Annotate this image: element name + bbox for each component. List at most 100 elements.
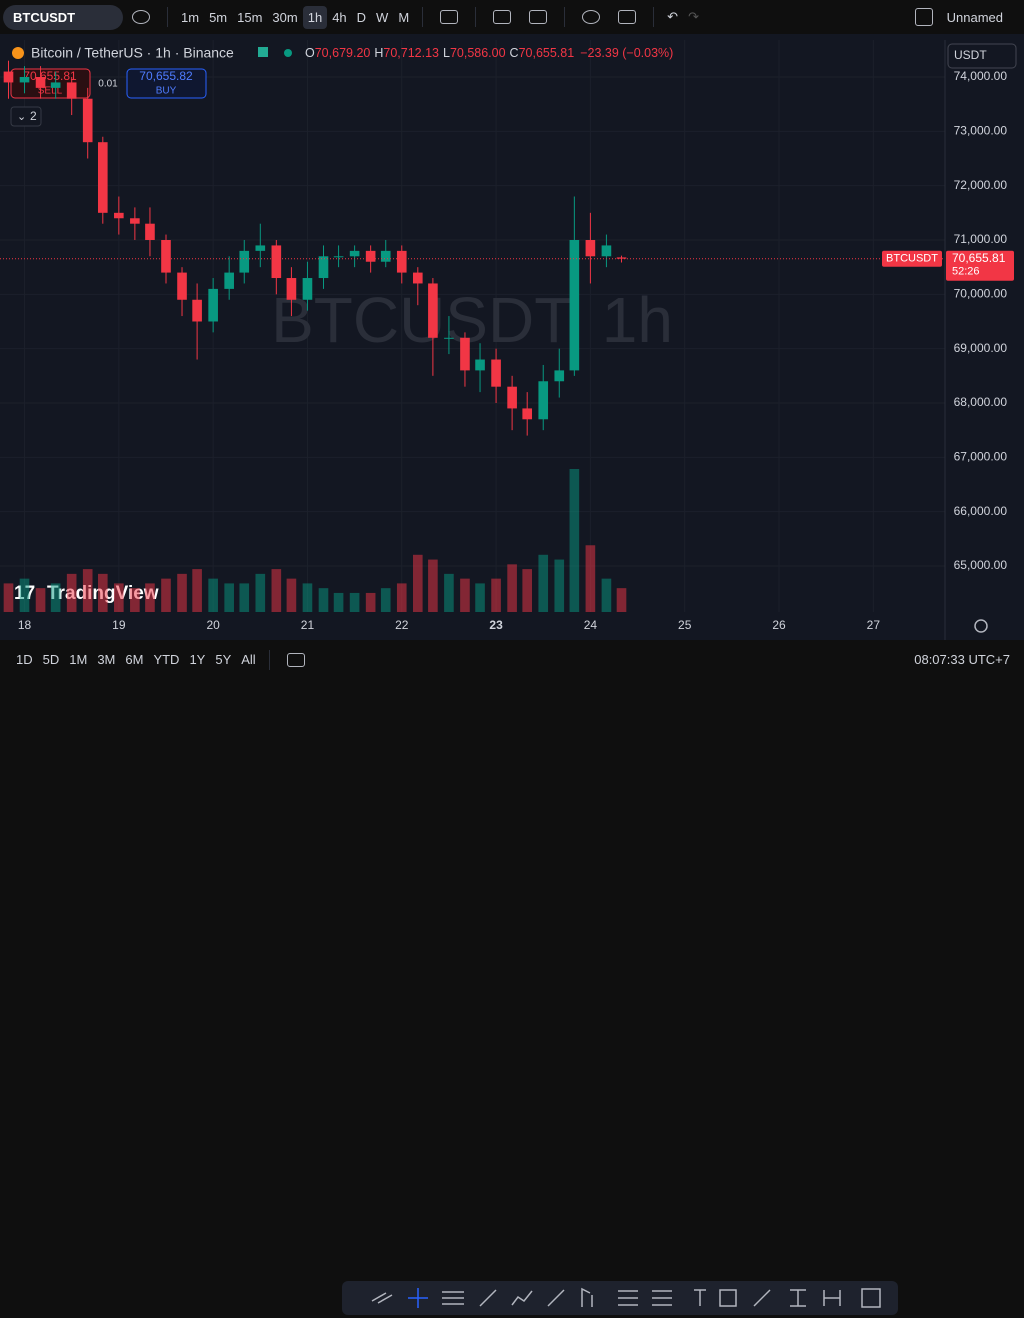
change: −23.39 (−0.03%)	[580, 46, 673, 60]
clock: 08:07:33 UTC+7	[914, 652, 1010, 667]
x-tick-label: 27	[867, 618, 881, 632]
volume-bar	[66, 573, 77, 612]
range[interactable]: All	[241, 652, 256, 667]
range[interactable]: 5D	[42, 652, 60, 667]
interval[interactable]: 15m	[237, 9, 263, 25]
layout-icon[interactable]	[914, 8, 933, 26]
tool[interactable]	[581, 1287, 593, 1307]
tool[interactable]	[823, 1290, 841, 1306]
alert[interactable]	[582, 10, 601, 24]
volume-bar	[380, 588, 391, 612]
tool[interactable]	[753, 1289, 771, 1307]
range[interactable]: 3M	[97, 652, 116, 667]
range[interactable]: 1M	[69, 652, 88, 667]
range[interactable]: 6M	[125, 652, 144, 667]
x-tick-label: 22	[395, 618, 409, 632]
candle-body	[507, 386, 517, 409]
candle-body	[114, 212, 124, 219]
chart-type[interactable]	[440, 10, 459, 24]
candle-body	[192, 299, 202, 322]
interval[interactable]: D	[356, 9, 367, 25]
tool[interactable]	[652, 1290, 672, 1306]
interval[interactable]: 5m	[209, 9, 228, 25]
candle-body	[66, 82, 77, 99]
tool[interactable]	[511, 1290, 533, 1306]
redo[interactable]: ↷	[688, 9, 699, 24]
volume-bar	[396, 583, 407, 612]
candle-body	[224, 272, 234, 289]
candle-body	[380, 250, 391, 262]
interval[interactable]: 1h	[302, 5, 328, 29]
separator	[653, 7, 655, 27]
sell-label: SELL	[38, 86, 63, 97]
add-symbol[interactable]	[132, 10, 150, 24]
interval[interactable]: 4h	[332, 9, 347, 25]
candle-body	[255, 245, 266, 251]
range[interactable]: 5Y	[215, 652, 232, 667]
watermark: BTCUSDT, 1h	[271, 284, 673, 356]
candle-body	[97, 142, 108, 213]
candle-body	[412, 272, 423, 284]
x-tick-label: 18	[18, 618, 32, 632]
layout-name[interactable]: Unnamed	[946, 9, 1003, 25]
tool[interactable]	[442, 1291, 464, 1305]
currency-button[interactable]	[947, 43, 1017, 69]
candle-body	[302, 278, 313, 300]
coin-icon	[12, 47, 24, 59]
interval[interactable]: W	[376, 9, 389, 25]
volume-bar	[522, 569, 533, 612]
buy-price: 70,655.82	[139, 69, 193, 83]
tool[interactable]	[790, 1289, 806, 1307]
tool[interactable]	[618, 1290, 638, 1306]
candle-body	[475, 359, 485, 371]
tool[interactable]	[408, 1288, 428, 1308]
undo[interactable]: ↶	[667, 9, 679, 24]
indicators[interactable]	[493, 10, 512, 24]
goto-date[interactable]	[286, 652, 305, 667]
volume-bar	[145, 583, 155, 612]
symbol-search[interactable]: BTCUSDT	[3, 4, 123, 30]
sell-price: 70,655.81	[23, 69, 77, 83]
ohlc-label: H	[374, 46, 383, 60]
tool[interactable]	[719, 1289, 737, 1307]
collapse-button[interactable]	[10, 106, 42, 127]
x-tick-label: 19	[112, 618, 126, 632]
candle-body	[239, 250, 250, 273]
symbol-tag-label: BTCUSDT	[886, 253, 938, 265]
volume-bar	[538, 554, 549, 612]
volume-bar	[82, 569, 93, 612]
y-tick-label: 67,000.00	[954, 449, 1008, 463]
tool[interactable]	[547, 1289, 565, 1307]
candle-body	[585, 239, 596, 257]
buy-label: BUY	[156, 86, 177, 97]
range[interactable]: 1Y	[189, 652, 206, 667]
volume-bar	[444, 573, 454, 612]
templates[interactable]	[529, 10, 548, 24]
candle-body	[522, 408, 533, 420]
tool-icons	[371, 1287, 881, 1308]
volume-bar	[554, 559, 565, 612]
range[interactable]: YTD	[153, 652, 180, 667]
candle-body	[601, 245, 612, 257]
replay[interactable]	[618, 10, 637, 24]
volume-bar	[19, 578, 30, 612]
candle-body	[491, 359, 501, 387]
tool[interactable]	[861, 1288, 881, 1308]
tool[interactable]	[371, 1292, 393, 1304]
interval[interactable]: 1m	[181, 9, 200, 25]
separator	[422, 7, 424, 27]
candle-body	[333, 256, 344, 258]
tool[interactable]	[694, 1289, 706, 1306]
interval[interactable]: 30m	[272, 9, 298, 25]
settings-icon[interactable]	[974, 619, 988, 633]
tool[interactable]	[479, 1289, 497, 1307]
candle-body	[161, 239, 171, 273]
buy-button[interactable]	[126, 68, 207, 99]
interval[interactable]: M	[398, 9, 410, 25]
y-tick-label: 69,000.00	[954, 341, 1008, 355]
range[interactable]: 1D	[16, 652, 33, 667]
separator	[564, 7, 566, 27]
volume-bar	[35, 588, 46, 612]
volume-bar	[569, 469, 580, 612]
candle-body	[428, 283, 438, 338]
